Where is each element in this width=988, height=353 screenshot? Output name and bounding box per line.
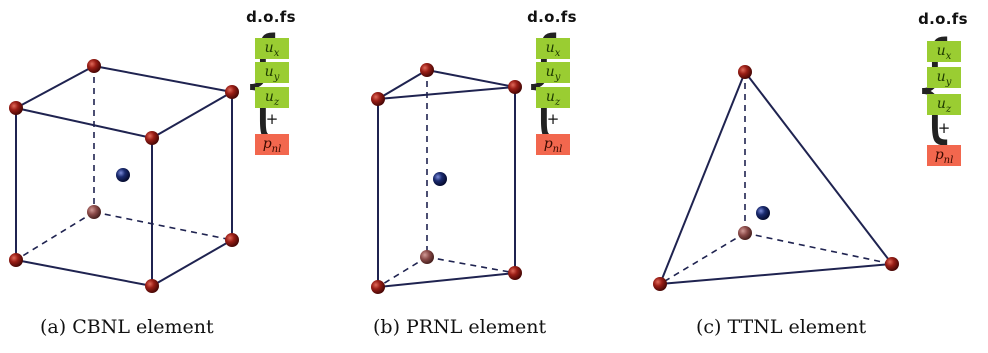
cube-element-diagram <box>9 59 239 293</box>
dofs-plus: + <box>265 110 279 128</box>
prism-nodes <box>371 63 522 294</box>
panel-prnl: d.o.fs { ux uy uz + pnl (b) PRNL element <box>330 0 630 353</box>
hidden-node <box>420 250 434 264</box>
center-nonlocal-node <box>433 172 447 186</box>
node <box>885 257 899 271</box>
dof-uy: uy <box>927 67 961 88</box>
node <box>225 233 239 247</box>
node <box>420 63 434 77</box>
caption-b: (b) PRNL element <box>373 316 547 338</box>
prism-edges <box>377 69 516 288</box>
node <box>9 101 23 115</box>
prism-hidden-edges <box>377 70 516 288</box>
dofs-plus: + <box>546 110 560 128</box>
dof-uz: uz <box>536 87 570 108</box>
node <box>508 266 522 280</box>
caption-c: (c) TTNL element <box>696 316 867 338</box>
node <box>145 279 159 293</box>
cube-nodes <box>9 59 239 293</box>
dof-uy: uy <box>255 62 289 83</box>
tetra-hidden-edges <box>659 72 893 285</box>
hidden-node <box>87 205 101 219</box>
caption-a: (a) CBNL element <box>40 316 214 338</box>
node <box>9 253 23 267</box>
node <box>87 59 101 73</box>
node <box>371 92 385 106</box>
dof-pnl: pnl <box>536 134 570 155</box>
dof-uz: uz <box>255 87 289 108</box>
node <box>225 85 239 99</box>
panel-ttnl: d.o.fs { ux uy uz + pnl (c) TTNL element <box>630 0 988 353</box>
dof-ux: ux <box>927 41 961 62</box>
node <box>738 65 752 79</box>
node <box>371 280 385 294</box>
dof-ux: ux <box>255 38 289 59</box>
tetra-nodes <box>653 65 899 291</box>
tetra-edges <box>659 71 893 285</box>
dofs-title: d.o.fs <box>527 8 577 26</box>
panel-cbnl: d.o.fs { ux uy uz + pnl (a) CBNL element <box>0 0 320 353</box>
dofs-title: d.o.fs <box>246 8 296 26</box>
dof-ux: ux <box>536 38 570 59</box>
tetrahedron-element-diagram <box>653 65 899 291</box>
node <box>508 80 522 94</box>
center-nonlocal-node <box>756 206 770 220</box>
prism-element-diagram <box>371 63 522 294</box>
center-nonlocal-node <box>116 168 130 182</box>
dofs-plus: + <box>937 119 951 137</box>
dof-uy: uy <box>536 62 570 83</box>
dof-pnl: pnl <box>927 145 961 166</box>
dofs-title: d.o.fs <box>918 10 968 28</box>
dof-uz: uz <box>927 94 961 115</box>
cube-edges <box>15 65 233 287</box>
node <box>145 131 159 145</box>
dof-pnl: pnl <box>255 134 289 155</box>
hidden-node <box>738 226 752 240</box>
cube-hidden-edges <box>15 66 233 261</box>
node <box>653 277 667 291</box>
